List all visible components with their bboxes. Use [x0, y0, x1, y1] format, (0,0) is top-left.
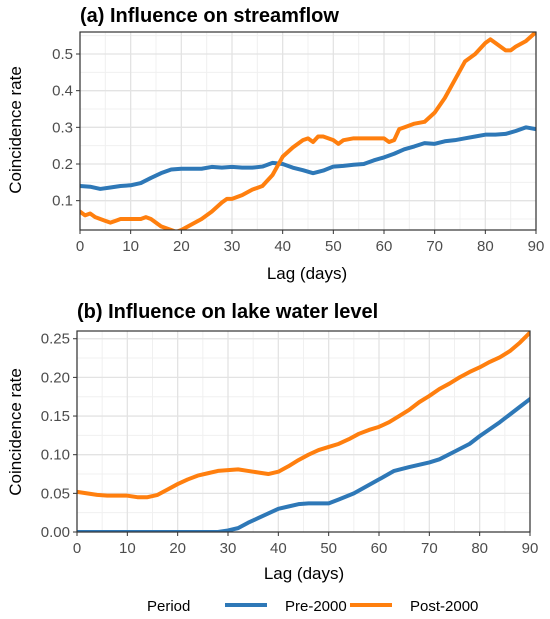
panel-a-y-tick-label: 0.3 [52, 119, 73, 136]
panel-b-y-tick-label: 0.25 [41, 331, 70, 348]
legend: Period Pre-2000 Post-2000 [147, 598, 478, 615]
panel-b-y-tick-label: 0.00 [41, 524, 70, 541]
panel-b-x-tick-label: 50 [320, 540, 337, 557]
panel-a-y-axis-title: Coincidence rate [6, 66, 25, 194]
panel-a-plot: 0 10 20 30 40 50 60 70 80 90 0.1 0.2 0.3 0.4 0.5 [52, 31, 545, 255]
panel-b-x-tick-label: 90 [522, 540, 539, 557]
panel-a-x-tick-label: 80 [477, 238, 494, 255]
panel-a-y-tick-label: 0.2 [52, 156, 73, 173]
panel-a-x-tick-label: 60 [376, 238, 393, 255]
panel-b-x-tick-label: 0 [73, 540, 81, 557]
panel-b-title: (b) Influence on lake water level [77, 301, 378, 323]
panel-b-y-tick-label: 0.20 [41, 369, 70, 386]
panel-a-x-tick-label: 20 [173, 238, 190, 255]
panel-b-x-axis-title: Lag (days) [264, 564, 344, 583]
panel-a-series-post-2000 [80, 32, 536, 230]
panel-a-title: (a) Influence on streamflow [80, 5, 339, 27]
panel-b-series-post-2000 [77, 331, 530, 500]
panel-b-y-tick-label: 0.05 [41, 485, 70, 502]
panel-a-x-tick-label: 90 [528, 238, 545, 255]
panel-a-x-axis-title: Lag (days) [267, 264, 347, 283]
panel-b-x-tick-label: 80 [471, 540, 488, 557]
panel-b-x-tick-label: 30 [220, 540, 237, 557]
panel-b-x-tick-label: 10 [119, 540, 136, 557]
panel-b-x-tick-label: 20 [169, 540, 186, 557]
panel-a-x-tick-label: 40 [274, 238, 291, 255]
panel-a-x-tick-label: 10 [122, 238, 139, 255]
legend-label-pre-2000: Pre-2000 [285, 598, 347, 615]
panel-a-border [79, 31, 537, 231]
legend-label-post-2000: Post-2000 [410, 598, 478, 615]
panel-a-series-pre-2000 [80, 125, 536, 191]
panel-b-y-tick-label: 0.10 [41, 447, 70, 464]
legend-title: Period [147, 598, 190, 615]
panel-a-x-tick-label: 70 [426, 238, 443, 255]
panel-b-plot: 0 10 20 30 40 50 60 70 80 90 0.00 0.05 0.10 0.15 0.20 0… [41, 330, 539, 557]
panel-b-x-tick-label: 40 [270, 540, 287, 557]
panel-b-border [76, 330, 531, 533]
panel-a-y-tick-label: 0.5 [52, 46, 73, 63]
panel-a-x-tick-label: 0 [76, 238, 84, 255]
panel-a-y-tick-label: 0.4 [52, 83, 73, 100]
panel-a-y-tick-label: 0.1 [52, 193, 73, 210]
panel-b-x-tick-label: 60 [371, 540, 388, 557]
panel-b-series-pre-2000 [77, 397, 530, 532]
panel-a-x-tick-label: 50 [325, 238, 342, 255]
panel-b-y-tick-label: 0.15 [41, 408, 70, 425]
panel-a-x-tick-label: 30 [224, 238, 241, 255]
panel-b-x-tick-label: 70 [421, 540, 438, 557]
panel-b-y-axis-title: Coincidence rate [6, 368, 25, 496]
